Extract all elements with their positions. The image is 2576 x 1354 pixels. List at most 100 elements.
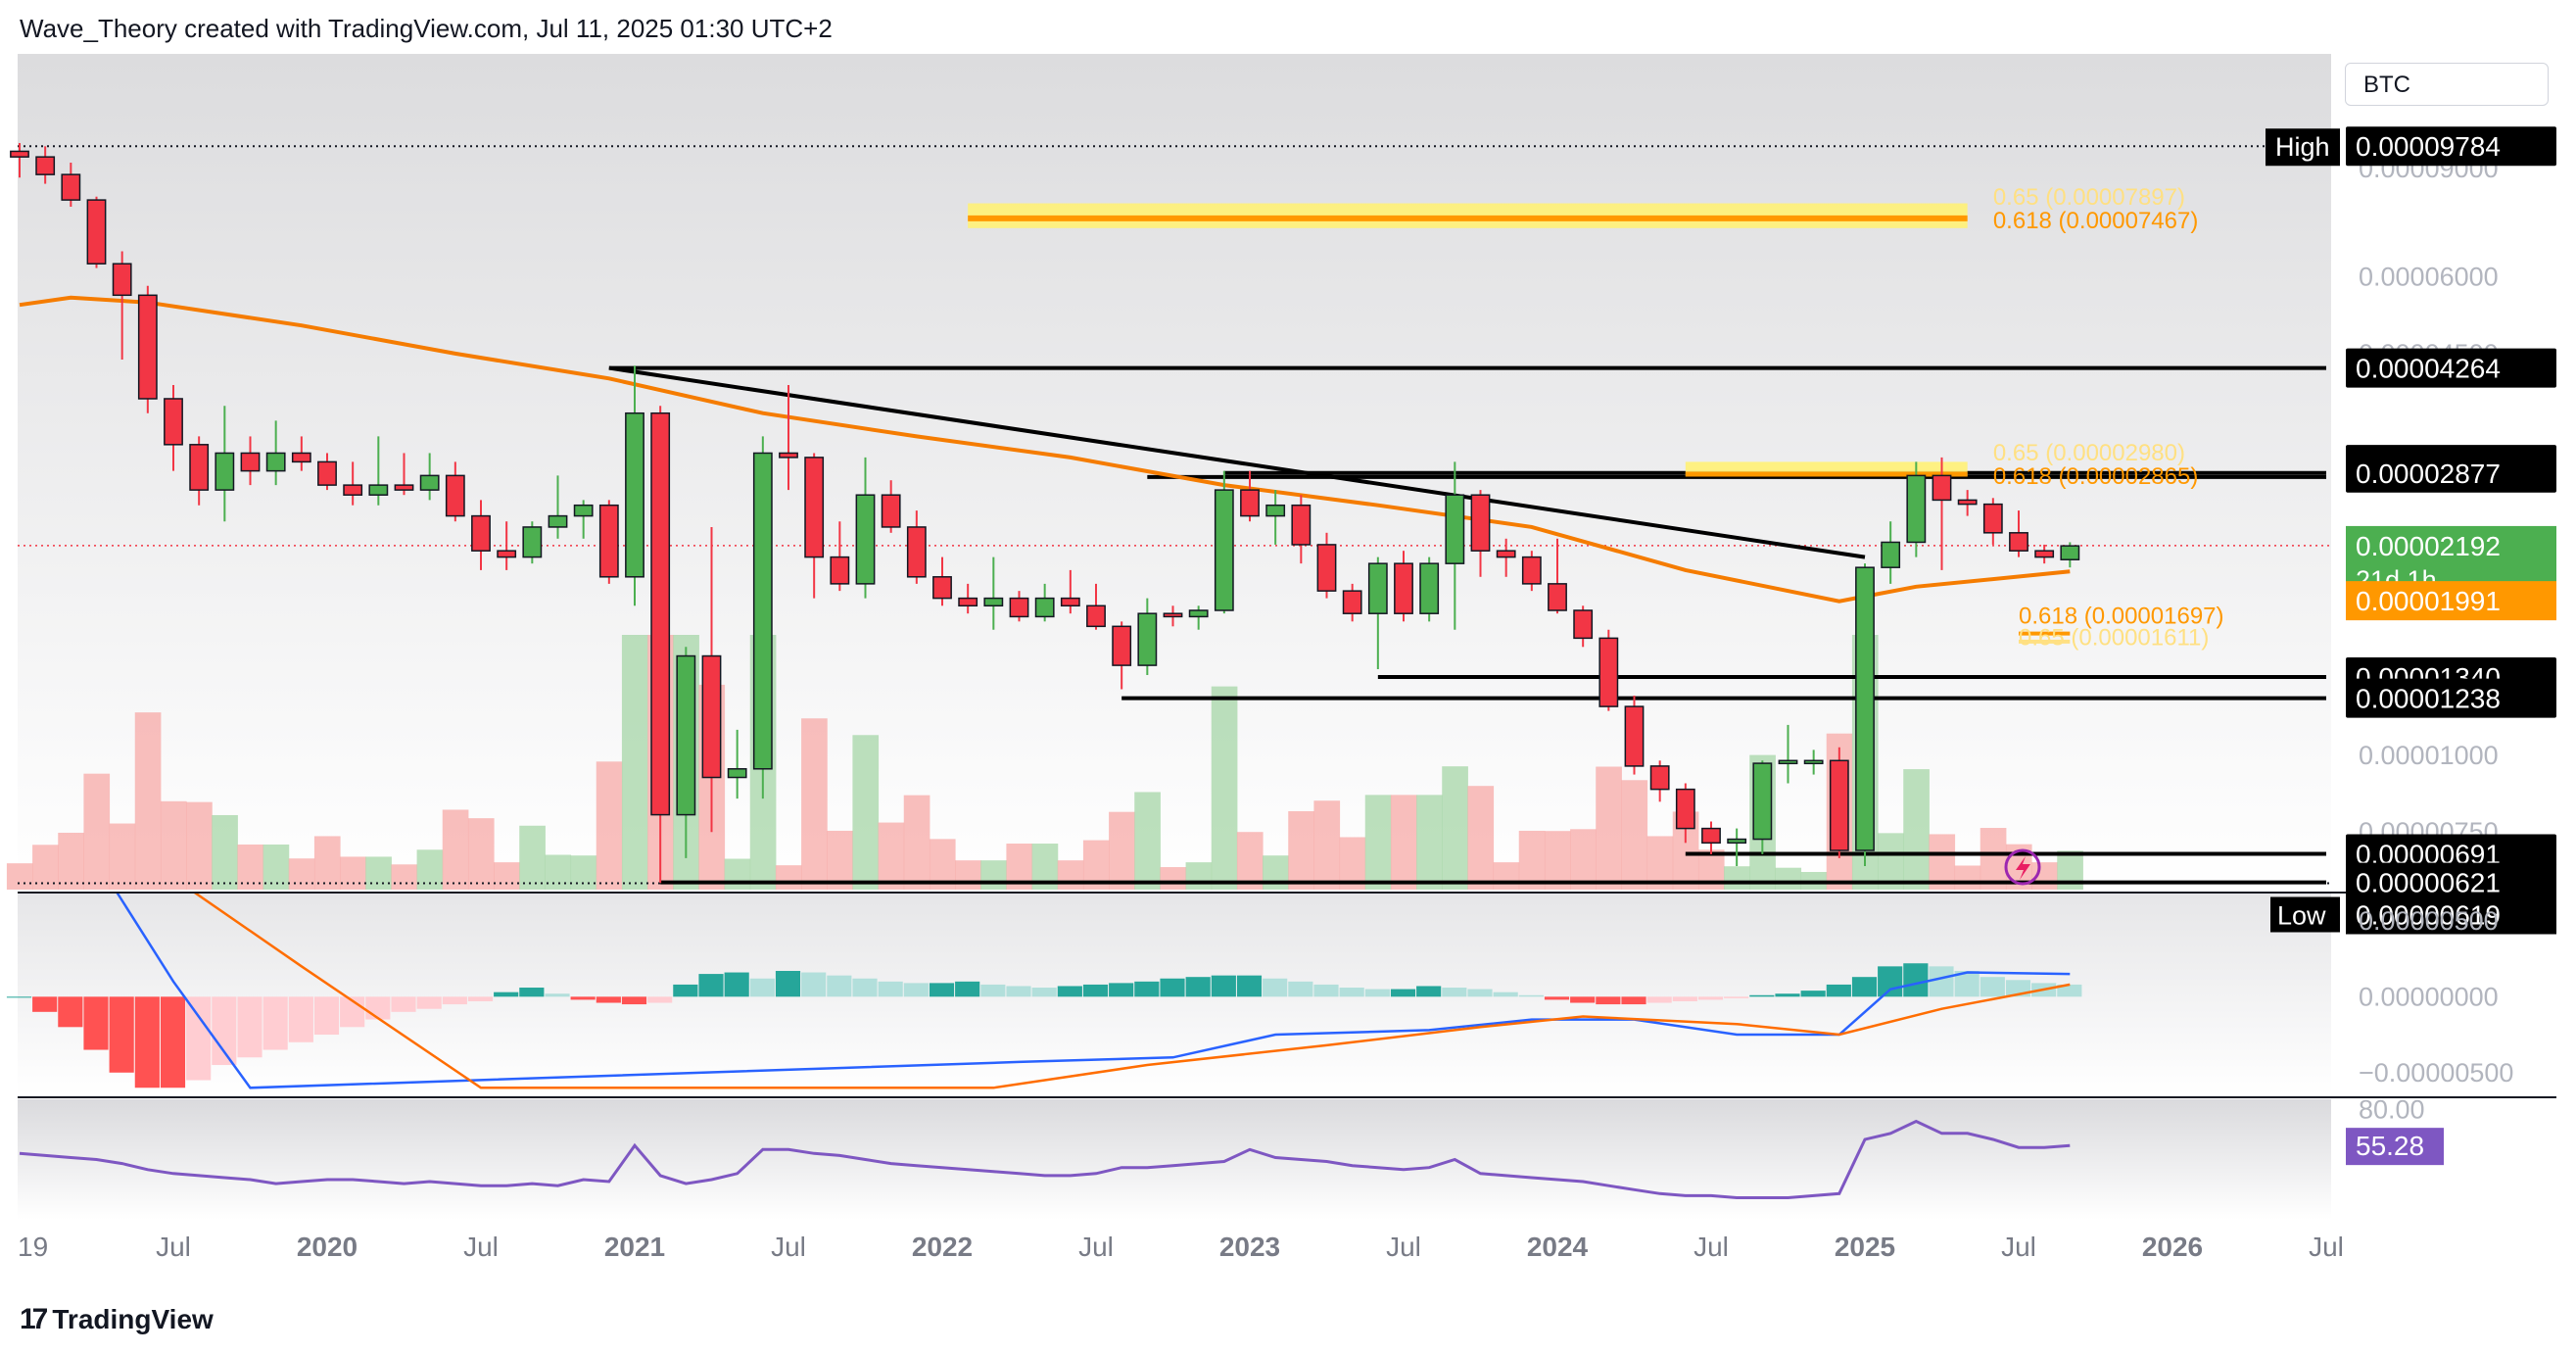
fib-label-faded: 0.65 (0.00002980) — [1993, 440, 2185, 466]
fib-band-mid — [1685, 461, 1968, 477]
volume-bar — [1313, 800, 1341, 890]
macd-histogram-bar — [2005, 980, 2031, 997]
low-tag-box — [2270, 896, 2340, 933]
volume-bar — [955, 860, 981, 890]
candle — [1316, 532, 1337, 599]
volume-bar — [1160, 867, 1187, 890]
macd-histogram-bar — [340, 996, 365, 1028]
candle — [445, 461, 465, 522]
volume-bar — [1570, 829, 1597, 890]
main-pane — [18, 54, 2331, 892]
candle — [1649, 760, 1670, 802]
tradingview-brand: TradingView — [52, 1304, 214, 1334]
macd-histogram-bar — [801, 972, 827, 997]
candle-body — [1881, 541, 1901, 568]
volume-bar — [160, 800, 187, 890]
macd-y-tick-label: −0.00000500 — [2359, 1058, 2513, 1088]
candle — [1112, 621, 1132, 690]
x-tick-label: Jul — [2309, 1232, 2344, 1262]
volume-bar — [134, 712, 162, 890]
high-price-label: 0.00009784 — [2356, 131, 2501, 162]
macd-histogram-bar — [1236, 975, 1263, 997]
candle-body — [1265, 504, 1286, 517]
candle-body — [2060, 545, 2080, 560]
candle-body — [86, 199, 107, 265]
macd-histogram-bar — [1621, 996, 1646, 1005]
y-tick-label: 0.00004500 — [2359, 339, 2499, 368]
candle-body — [1445, 494, 1465, 564]
low-label: L — [716, 69, 731, 96]
volume-bar — [262, 844, 290, 890]
candle — [189, 436, 210, 506]
candle — [1957, 490, 1978, 516]
symbol-label[interactable]: XRP / Bitcoin · 1M · BINANCE — [29, 69, 360, 96]
macd-histogram-bar — [212, 996, 237, 1066]
x-tick-label: 2024 — [1527, 1232, 1589, 1262]
macd-histogram-bar — [494, 991, 519, 997]
candle — [2060, 542, 2080, 568]
volume-bar — [1749, 754, 1776, 890]
candle-body — [804, 457, 825, 558]
candle-body — [548, 514, 568, 528]
volume-bar — [1775, 867, 1802, 890]
candle — [1521, 551, 1542, 592]
macd-histogram-bar — [237, 996, 262, 1058]
level-price-label-box — [2346, 862, 2556, 902]
macd-histogram-bar — [698, 974, 724, 997]
candle-body — [650, 411, 671, 816]
volume-bar — [313, 836, 341, 890]
candle — [1265, 490, 1286, 545]
candle-body — [419, 474, 440, 491]
macd-histogram-bar — [1544, 996, 1570, 1000]
candle — [932, 556, 952, 606]
macd-histogram-bar — [467, 996, 494, 1001]
candle — [1573, 605, 1594, 648]
current-price-box — [2346, 525, 2556, 599]
volume-bar — [1467, 786, 1495, 890]
macd-histogram-bar — [160, 996, 186, 1088]
volume-bar — [980, 860, 1007, 890]
level-price-label: 0.00000621 — [2356, 868, 2501, 898]
y-tick-label: 0.00006000 — [2359, 263, 2499, 292]
level-price-label: 0.00000691 — [2356, 840, 2501, 870]
candle-body — [189, 444, 210, 491]
macd-histogram-bar — [1467, 989, 1493, 997]
volume-bar — [1263, 855, 1289, 890]
candle-body — [958, 597, 978, 607]
volume-bar — [1697, 849, 1725, 890]
open-label: O — [379, 69, 400, 96]
volume-bar — [801, 718, 828, 890]
candle-body — [1598, 637, 1619, 707]
volume-bar — [1826, 733, 1853, 890]
candle — [1419, 556, 1440, 622]
currency-selector[interactable]: BTC — [2345, 63, 2549, 106]
candle-body — [752, 452, 773, 770]
volume-bar — [1031, 844, 1059, 890]
close-label: C — [880, 69, 898, 96]
volume-bar — [1800, 872, 1828, 890]
volume-bar — [2057, 850, 2083, 890]
candle — [394, 453, 414, 496]
candle-body — [240, 452, 261, 472]
candle-body — [368, 484, 389, 496]
volume-bar — [775, 865, 802, 890]
candle-body — [10, 150, 29, 158]
macd-histogram-bar — [1646, 996, 1672, 1003]
macd-histogram-bar — [1775, 993, 1800, 997]
volume-bar — [1416, 795, 1443, 890]
candle — [1778, 724, 1798, 784]
candle — [86, 196, 107, 268]
candle-body — [112, 263, 132, 297]
candle — [1496, 538, 1516, 577]
candle-body — [1829, 759, 1849, 851]
candle-body — [35, 156, 56, 175]
volume-bar — [545, 854, 572, 890]
macd-histogram-bar — [109, 996, 134, 1073]
candle — [368, 436, 389, 506]
high-tag: High — [2275, 132, 2330, 162]
candle-body — [727, 768, 747, 779]
macd-histogram-bar — [596, 996, 621, 1003]
macd-histogram-bar — [1364, 989, 1390, 997]
candle — [1982, 498, 2003, 545]
